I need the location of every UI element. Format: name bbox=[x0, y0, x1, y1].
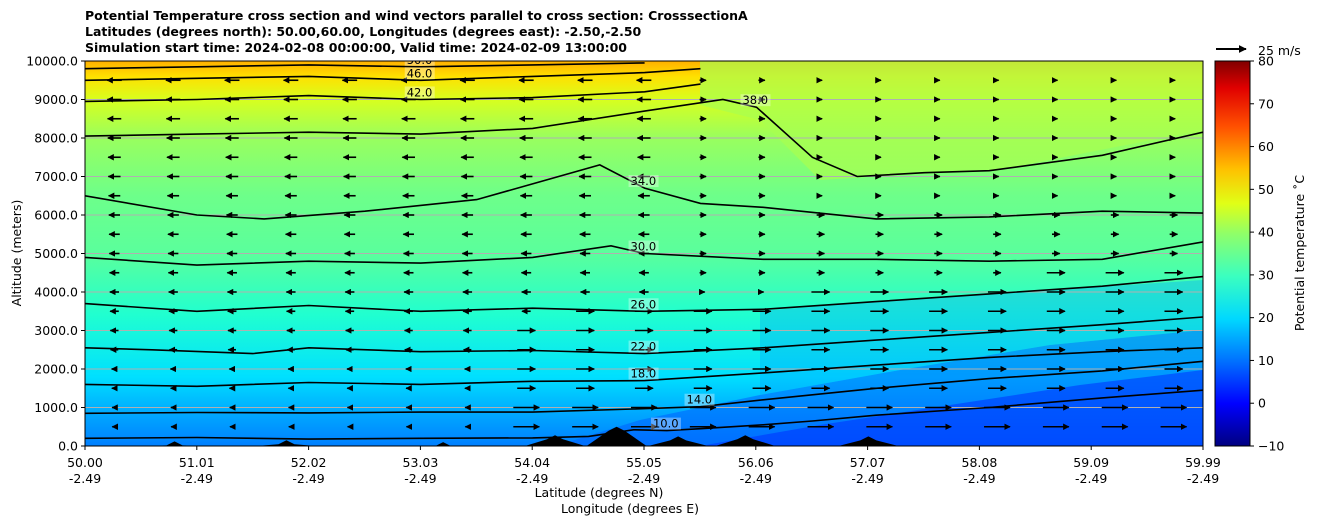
x-tick-label-lon: -2.49 bbox=[1075, 471, 1107, 486]
contour-label: 22.0 bbox=[631, 340, 657, 354]
colorbar-tick-label: 80 bbox=[1258, 54, 1274, 69]
contour-label-bg bbox=[404, 67, 435, 80]
contour-line bbox=[85, 83, 701, 103]
colorbar-tick-label: 0 bbox=[1258, 396, 1266, 411]
contour-label-bg bbox=[650, 417, 681, 430]
x-tick-label-lat: 50.00 bbox=[67, 455, 103, 470]
x-tick-label-lat: 52.02 bbox=[291, 455, 327, 470]
x-tick-label-lon: -2.49 bbox=[181, 471, 213, 486]
x-tick-label-lat: 55.05 bbox=[626, 455, 662, 470]
contour-labels: 10.0 14.0 18.0 22.0 26.0 30.0 34.0 38.0 42.0 46.0… bbox=[404, 53, 771, 431]
x-tick-label-lat: 59.09 bbox=[1073, 455, 1109, 470]
contour-line bbox=[85, 316, 1203, 355]
colorbar-tick-label: 50 bbox=[1258, 182, 1274, 197]
contour-line bbox=[85, 241, 1203, 266]
contour-label: 38.0 bbox=[742, 93, 768, 107]
contour-line bbox=[85, 98, 1203, 178]
colorbar-tick-label: 40 bbox=[1258, 225, 1274, 240]
contour-label-bg bbox=[684, 393, 715, 406]
y-tick-label: 6000.0 bbox=[34, 208, 78, 223]
x-axis: 50.00-2.4951.01-2.4952.02-2.4953.03-2.49… bbox=[67, 446, 1221, 486]
contour-label: 30.0 bbox=[631, 240, 657, 254]
contour-label-bg bbox=[628, 298, 659, 311]
y-tick-label: 1000.0 bbox=[34, 400, 78, 415]
contour-line bbox=[85, 360, 1203, 415]
contour-line bbox=[85, 164, 1203, 220]
x-axis-label: Latitude (degrees N) bbox=[535, 485, 664, 500]
contour-line bbox=[85, 347, 1203, 388]
x-tick-label-lon: -2.49 bbox=[516, 471, 548, 486]
x-tick-label-lon: -2.49 bbox=[963, 471, 995, 486]
y-tick-label: 2000.0 bbox=[34, 362, 78, 377]
y-tick-label: 4000.0 bbox=[34, 285, 78, 300]
x-tick-label-lat: 51.01 bbox=[179, 455, 215, 470]
y-tick-label: 3000.0 bbox=[34, 323, 78, 338]
y-tick-label: 9000.0 bbox=[34, 92, 78, 107]
x-tick-label-lat: 58.08 bbox=[962, 455, 998, 470]
colorbar-tick-label: 10 bbox=[1258, 353, 1274, 368]
contour-label: 34.0 bbox=[631, 174, 657, 188]
x-tick-label-lon: -2.49 bbox=[292, 471, 324, 486]
y-tick-label: 8000.0 bbox=[34, 131, 78, 146]
x-tick-label-lon: -2.49 bbox=[740, 471, 772, 486]
contour-label: 14.0 bbox=[687, 393, 713, 407]
contour-label: 10.0 bbox=[653, 417, 679, 431]
contour-label-bg bbox=[628, 240, 659, 253]
y-tick-label: 5000.0 bbox=[34, 246, 78, 261]
contour-line bbox=[85, 67, 701, 82]
contour-line bbox=[85, 62, 645, 70]
x-tick-label-lon: -2.49 bbox=[851, 471, 883, 486]
y-axis-label: Altitude (meters) bbox=[9, 200, 24, 307]
contour-label-bg bbox=[740, 94, 771, 107]
contour-label-bg bbox=[404, 61, 435, 66]
contour-line bbox=[85, 389, 1203, 440]
contour-label-bg bbox=[404, 86, 435, 99]
y-axis: 0.0 1000.0 2000.0 3000.0 4000.0 5000.0 6000.0 7… bbox=[26, 54, 85, 454]
y-tick-label: 0.0 bbox=[58, 439, 78, 454]
colorbar-tick-label: −10 bbox=[1258, 439, 1284, 454]
wind-key-label: 25 m/s bbox=[1258, 43, 1301, 58]
chart-title-line-3: Simulation start time: 2024-02-08 00:00:… bbox=[85, 40, 627, 55]
temperature-field: 10.0 14.0 18.0 22.0 26.0 30.0 34.0 38.0 42.0 46.0… bbox=[85, 53, 1203, 446]
x-tick-label-lon: -2.49 bbox=[1187, 471, 1219, 486]
contour-label-bg bbox=[628, 175, 659, 188]
contour-label: 50.0 bbox=[407, 53, 433, 67]
x-tick-label-lat: 59.99 bbox=[1185, 455, 1221, 470]
x-tick-label-lat: 57.07 bbox=[850, 455, 886, 470]
chart-title-line-1: Potential Temperature cross section and … bbox=[85, 8, 748, 23]
chart-title-line-2: Latitudes (degrees north): 50.00,60.00, … bbox=[85, 24, 642, 39]
contour-label: 26.0 bbox=[631, 297, 657, 311]
x-tick-label-lon: -2.49 bbox=[628, 471, 660, 486]
contour-label: 46.0 bbox=[407, 66, 433, 80]
x-tick-label-lon: -2.49 bbox=[404, 471, 436, 486]
x-tick-label-lat: 56.06 bbox=[738, 455, 774, 470]
contour-line bbox=[85, 275, 1203, 313]
contour-lines bbox=[85, 62, 1203, 440]
colorbar-tick-label: 60 bbox=[1258, 139, 1274, 154]
x-axis-label-2: Longitude (degrees E) bbox=[561, 501, 699, 516]
colorbar-tick-label: 30 bbox=[1258, 267, 1274, 282]
y-tick-label: 10000.0 bbox=[26, 54, 78, 69]
contour-label: 42.0 bbox=[407, 86, 433, 100]
wind-key: 25 m/s bbox=[1216, 43, 1301, 58]
colorbar-label: Potential temperature ˚C bbox=[1292, 175, 1307, 332]
y-tick-label: 7000.0 bbox=[34, 169, 78, 184]
colorbar-tick-label: 70 bbox=[1258, 96, 1274, 111]
x-tick-label-lat: 53.03 bbox=[403, 455, 439, 470]
contour-label: 18.0 bbox=[631, 367, 657, 381]
x-tick-label-lat: 54.04 bbox=[514, 455, 550, 470]
colorbar-tick-label: 20 bbox=[1258, 310, 1274, 325]
contour-label-bg bbox=[628, 367, 659, 380]
contour-label-bg bbox=[628, 340, 659, 353]
x-tick-label-lon: -2.49 bbox=[69, 471, 101, 486]
colorbar: −10 0 10 20 30 40 50 60 70 80 Potential temperatu… bbox=[1214, 54, 1307, 454]
